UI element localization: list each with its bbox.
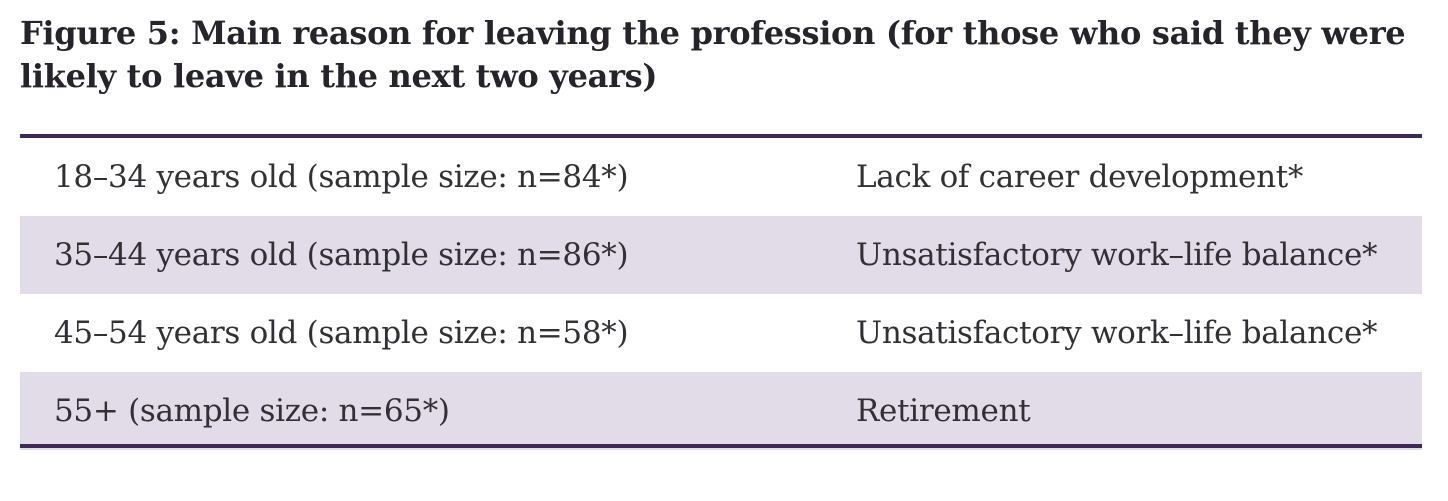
figure-title: Figure 5: Main reason for leaving the pr… — [20, 12, 1428, 98]
table-row-45-54: 45–54 years old (sample size: n=58*) Uns… — [20, 294, 1422, 372]
age-group-cell: 45–54 years old (sample size: n=58*) — [54, 315, 629, 351]
reason-table: 18–34 years old (sample size: n=84*) Lac… — [20, 134, 1422, 450]
report-figure: Figure 5: Main reason for leaving the pr… — [0, 12, 1448, 501]
reason-cell: Lack of career development* — [856, 159, 1304, 195]
figure-title-line-1: Figure 5: Main reason for leaving the pr… — [20, 14, 1406, 52]
reason-cell: Unsatisfactory work–life balance* — [856, 315, 1378, 351]
table-row-55-plus: 55+ (sample size: n=65*) Retirement — [20, 372, 1422, 450]
age-group-cell: 35–44 years old (sample size: n=86*) — [54, 237, 629, 273]
bottom-rule — [20, 444, 1422, 448]
reason-cell: Retirement — [856, 393, 1031, 429]
age-group-cell: 55+ (sample size: n=65*) — [54, 393, 450, 429]
age-group-cell: 18–34 years old (sample size: n=84*) — [54, 159, 629, 195]
table-row-18-34: 18–34 years old (sample size: n=84*) Lac… — [20, 138, 1422, 216]
table-row-35-44: 35–44 years old (sample size: n=86*) Uns… — [20, 216, 1422, 294]
figure-title-line-2: likely to leave in the next two years) — [20, 57, 658, 95]
reason-cell: Unsatisfactory work–life balance* — [856, 237, 1378, 273]
